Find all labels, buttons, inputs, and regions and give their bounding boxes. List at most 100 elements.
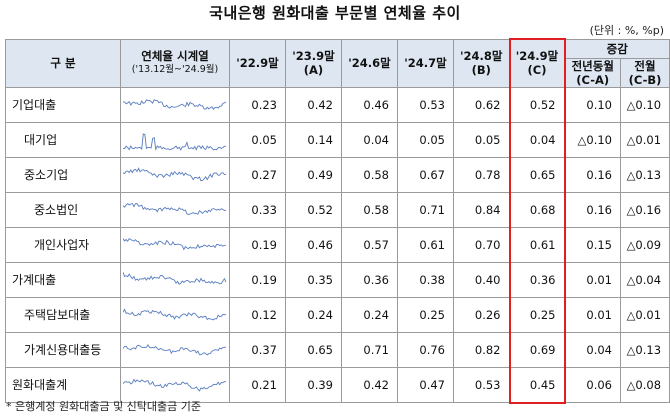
value-cell: 0.42 [341,366,398,403]
value-cell: 0.62 [453,86,510,123]
unit-note: (단위 : %, %p) [589,24,664,37]
value-cell: 0.35 [285,261,342,298]
row-label: 주택담보대출 [5,296,121,333]
table-row: 가계대출 0.19 0.35 0.36 0.38 0.40 0.36 0.01 △0.04 [5,261,670,298]
delinquency-sparkline [120,191,230,228]
value-cell: 0.47 [397,366,454,403]
value-cell: 0.57 [341,226,398,263]
header-series: 연체율 시계열 ('13.12월~'24.9월) [120,38,230,88]
header-24-8-label: '24.8말 [460,49,503,63]
header-24-8-tag: (B) [471,63,491,77]
row-label: 대기업 [5,121,121,158]
header-mom-label: 전월 [634,58,656,73]
header-23-9: '23.9말 (A) [285,38,342,88]
value-cell: 0.37 [229,331,286,368]
header-change: 증감 [563,38,670,59]
value-cell: 0.21 [229,366,286,403]
value-cell: 0.25 [508,296,566,333]
value-cell: 0.23 [229,86,286,123]
value-cell: 0.01 [564,296,621,333]
header-series-range: ('13.12월~'24.9월) [131,64,219,75]
header-24-9-tag: (C) [527,63,547,78]
delinquency-sparkline [120,226,230,263]
sparkline-path [123,202,226,215]
value-cell: 0.71 [341,331,398,368]
header-24-9: '24.9말 (C) [508,38,566,88]
delinquency-sparkline [120,86,230,123]
value-cell: 0.24 [341,296,398,333]
value-cell: 0.16 [564,191,621,228]
value-cell: △0.10 [564,121,621,158]
header-23-9-tag: (A) [303,63,324,77]
row-label: 기업대출 [5,86,121,123]
value-cell: 0.24 [285,296,342,333]
table-row: 가계신용대출등 0.37 0.65 0.71 0.76 0.82 0.69 0.04 △0.13 [5,331,670,368]
value-cell: 0.40 [453,261,510,298]
value-cell: 0.76 [397,331,454,368]
value-cell: 0.46 [341,86,398,123]
table-row: 기업대출 0.23 0.42 0.46 0.53 0.62 0.52 0.10 △0.10 [5,86,670,123]
value-cell: 0.58 [341,191,398,228]
value-cell: 0.58 [341,156,398,193]
value-cell: △0.04 [619,261,670,298]
value-cell: 0.04 [341,121,398,158]
value-cell: 0.71 [397,191,454,228]
value-cell: 0.25 [397,296,454,333]
header-yoy-label: 전년동월 [571,58,614,73]
value-cell: 0.61 [397,226,454,263]
sparkline-path [123,271,227,285]
sparkline-path [123,166,226,181]
value-cell: 0.49 [285,156,342,193]
header-24-8: '24.8말 (B) [453,38,510,88]
value-cell: 0.33 [229,191,286,228]
value-cell: 0.15 [564,226,621,263]
header-22-9: '22.9말 [229,38,286,88]
header-yoy-tag: (C-A) [576,72,610,87]
value-cell: △0.01 [619,296,670,333]
value-cell: 0.36 [508,261,566,298]
sparkline-path [123,98,227,110]
table-row: 원화대출계 0.21 0.39 0.42 0.47 0.53 0.45 0.06 △0.08 [5,366,670,404]
table-row: 개인사업자 0.19 0.46 0.57 0.61 0.70 0.61 0.15 △0.09 [5,226,670,263]
value-cell: 0.38 [397,261,454,298]
value-cell: 0.19 [229,261,286,298]
value-cell: 0.65 [508,156,566,193]
header-yoy: 전년동월 (C-A) [564,57,621,88]
header-23-9-label: '23.9말 [292,49,335,63]
value-cell: △0.10 [619,86,670,123]
value-cell: △0.16 [619,191,670,228]
table-row: 대기업 0.05 0.14 0.04 0.05 0.05 0.04 △0.10 △0.01 [5,121,670,158]
value-cell: 0.04 [564,331,621,368]
value-cell: △0.09 [619,226,670,263]
sparkline-path [123,307,227,320]
value-cell: 0.53 [453,366,510,403]
delinquency-sparkline [120,296,230,333]
value-cell: 0.06 [564,366,621,403]
value-cell: 0.82 [453,331,510,368]
value-cell: 0.53 [397,86,454,123]
sparkline-path [123,378,226,392]
value-cell: 0.61 [508,226,566,263]
value-cell: 0.68 [508,191,566,228]
value-cell: △0.01 [619,121,670,158]
value-cell: 0.45 [508,366,566,404]
value-cell: 0.10 [564,86,621,123]
value-cell: 0.26 [453,296,510,333]
value-cell: △0.08 [619,366,670,403]
delinquency-table: 구 분 연체율 시계열 ('13.12월~'24.9월) '22.9말 '23.… [5,38,670,404]
header-24-7: '24.7말 [397,38,454,88]
header-24-6: '24.6말 [341,38,398,88]
value-cell: 0.69 [508,331,566,368]
row-label: 중소법인 [5,191,121,228]
header-mom: 전월 (C-B) [619,57,670,88]
value-cell: △0.13 [619,156,670,193]
value-cell: 0.78 [453,156,510,193]
value-cell: 0.12 [229,296,286,333]
table-row: 중소기업 0.27 0.49 0.58 0.67 0.78 0.65 0.16 △0.13 [5,156,670,193]
value-cell: 0.42 [285,86,342,123]
delinquency-sparkline [120,366,230,403]
sparkline-path [123,237,227,250]
value-cell: 0.52 [285,191,342,228]
value-cell: 0.05 [397,121,454,158]
value-cell: 0.01 [564,261,621,298]
